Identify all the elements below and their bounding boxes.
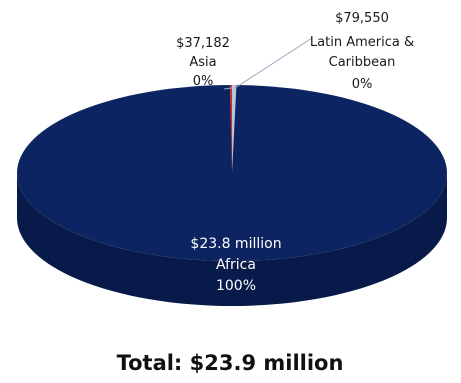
pie-side-face [17, 173, 447, 306]
africa-amount-label: $23.8 million [190, 236, 281, 252]
pie-slice-asia [229, 85, 232, 173]
latam-region-label-line1: Latin America & [310, 35, 414, 50]
latam-percent-label: 0% [352, 77, 373, 92]
leader-line-latin-america [234, 37, 313, 89]
latam-region-label-line2: Caribbean [329, 55, 396, 70]
africa-region-label: Africa [216, 257, 256, 273]
pie-slice-latin-america [232, 85, 237, 173]
asia-region-label: Asia [189, 55, 216, 70]
asia-percent-label: 0% [193, 74, 214, 89]
chart-total-label: Total: $23.9 million [117, 351, 344, 375]
latam-amount-label: $79,550 [335, 11, 389, 26]
leader-line-asia [223, 87, 233, 90]
africa-percent-label: 100% [216, 278, 256, 294]
asia-amount-label: $37,182 [176, 36, 230, 51]
